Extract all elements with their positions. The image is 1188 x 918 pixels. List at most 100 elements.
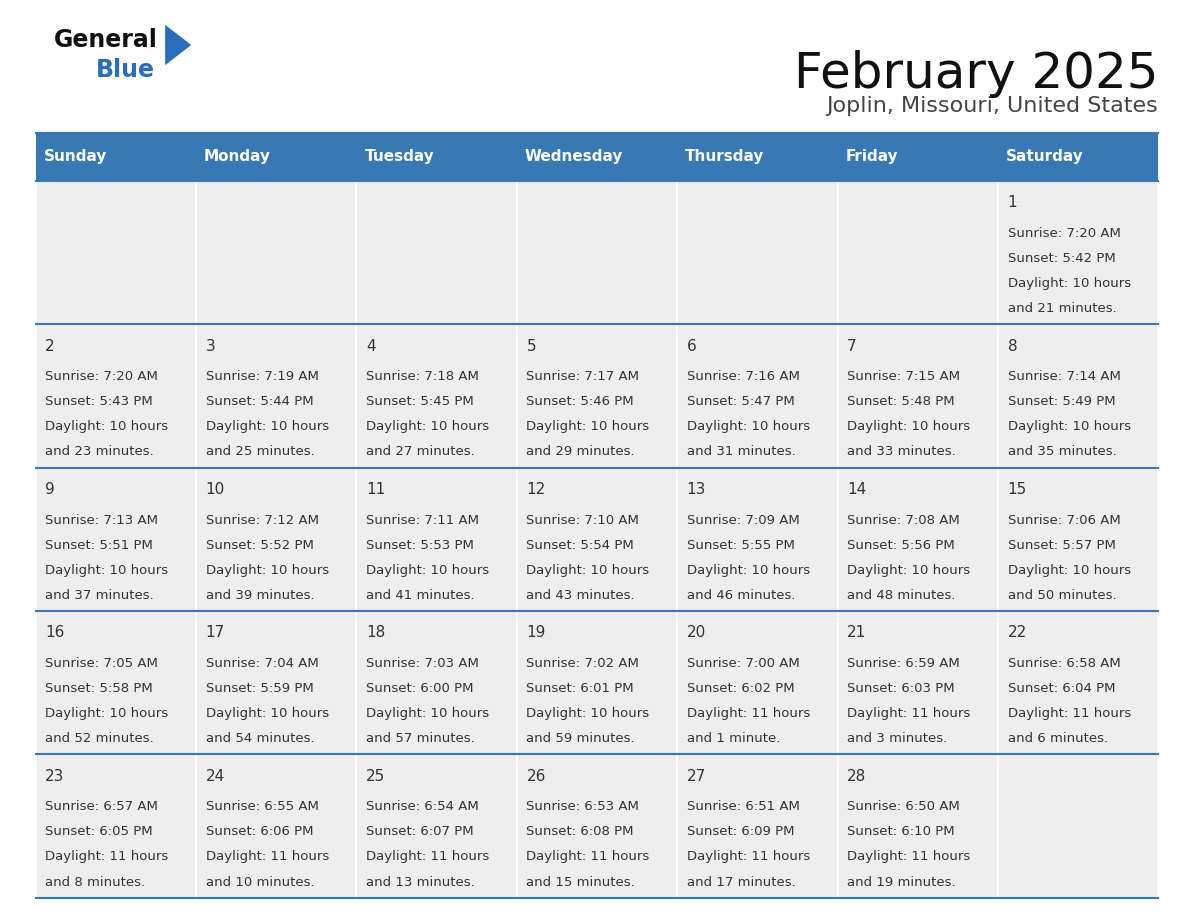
- Text: Daylight: 11 hours: Daylight: 11 hours: [847, 850, 971, 864]
- Text: Sunrise: 7:03 AM: Sunrise: 7:03 AM: [366, 657, 479, 670]
- FancyBboxPatch shape: [838, 755, 998, 898]
- FancyBboxPatch shape: [517, 324, 677, 467]
- Text: Sunrise: 7:12 AM: Sunrise: 7:12 AM: [206, 513, 318, 527]
- FancyBboxPatch shape: [517, 611, 677, 755]
- Text: Sunrise: 7:16 AM: Sunrise: 7:16 AM: [687, 370, 800, 383]
- Text: 5: 5: [526, 339, 536, 353]
- Text: and 57 minutes.: and 57 minutes.: [366, 733, 475, 745]
- Text: Daylight: 10 hours: Daylight: 10 hours: [206, 564, 329, 577]
- Text: 22: 22: [1007, 625, 1026, 641]
- FancyBboxPatch shape: [356, 181, 517, 324]
- Text: Sunset: 5:57 PM: Sunset: 5:57 PM: [1007, 539, 1116, 552]
- FancyBboxPatch shape: [517, 467, 677, 611]
- Text: Sunrise: 6:58 AM: Sunrise: 6:58 AM: [1007, 657, 1120, 670]
- Text: Sunrise: 7:02 AM: Sunrise: 7:02 AM: [526, 657, 639, 670]
- Text: and 46 minutes.: and 46 minutes.: [687, 588, 795, 602]
- FancyBboxPatch shape: [36, 611, 196, 755]
- Text: and 59 minutes.: and 59 minutes.: [526, 733, 636, 745]
- Text: 24: 24: [206, 768, 225, 784]
- Text: 16: 16: [45, 625, 64, 641]
- Text: Daylight: 11 hours: Daylight: 11 hours: [366, 850, 489, 864]
- FancyBboxPatch shape: [677, 611, 838, 755]
- Text: General: General: [53, 28, 157, 51]
- FancyBboxPatch shape: [196, 755, 356, 898]
- Text: Sunrise: 7:05 AM: Sunrise: 7:05 AM: [45, 657, 158, 670]
- Text: and 48 minutes.: and 48 minutes.: [847, 588, 955, 602]
- FancyBboxPatch shape: [998, 755, 1158, 898]
- Text: Sunrise: 7:20 AM: Sunrise: 7:20 AM: [1007, 227, 1120, 240]
- FancyBboxPatch shape: [838, 467, 998, 611]
- FancyBboxPatch shape: [677, 181, 838, 324]
- FancyBboxPatch shape: [36, 133, 1158, 181]
- Text: Daylight: 10 hours: Daylight: 10 hours: [366, 564, 489, 577]
- Text: Sunset: 5:47 PM: Sunset: 5:47 PM: [687, 396, 795, 409]
- Text: 6: 6: [687, 339, 696, 353]
- FancyBboxPatch shape: [356, 611, 517, 755]
- Text: 13: 13: [687, 482, 706, 497]
- Text: 8: 8: [1007, 339, 1017, 353]
- Text: Sunset: 6:05 PM: Sunset: 6:05 PM: [45, 825, 153, 838]
- Text: Sunset: 6:00 PM: Sunset: 6:00 PM: [366, 682, 474, 695]
- FancyBboxPatch shape: [838, 181, 998, 324]
- Text: 17: 17: [206, 625, 225, 641]
- Text: Sunrise: 6:53 AM: Sunrise: 6:53 AM: [526, 800, 639, 813]
- Text: 12: 12: [526, 482, 545, 497]
- Text: February 2025: February 2025: [794, 50, 1158, 98]
- Text: and 10 minutes.: and 10 minutes.: [206, 876, 315, 889]
- Text: Sunrise: 7:17 AM: Sunrise: 7:17 AM: [526, 370, 639, 383]
- Text: 19: 19: [526, 625, 545, 641]
- Text: Sunset: 6:03 PM: Sunset: 6:03 PM: [847, 682, 955, 695]
- Text: Daylight: 10 hours: Daylight: 10 hours: [206, 420, 329, 433]
- Text: Daylight: 11 hours: Daylight: 11 hours: [687, 707, 810, 720]
- Text: and 39 minutes.: and 39 minutes.: [206, 588, 315, 602]
- Text: 7: 7: [847, 339, 857, 353]
- Text: 18: 18: [366, 625, 385, 641]
- Text: and 8 minutes.: and 8 minutes.: [45, 876, 145, 889]
- FancyBboxPatch shape: [677, 755, 838, 898]
- Text: Daylight: 11 hours: Daylight: 11 hours: [687, 850, 810, 864]
- Text: and 25 minutes.: and 25 minutes.: [206, 445, 315, 458]
- Text: 10: 10: [206, 482, 225, 497]
- Text: Sunrise: 7:08 AM: Sunrise: 7:08 AM: [847, 513, 960, 527]
- Text: and 3 minutes.: and 3 minutes.: [847, 733, 947, 745]
- Text: Daylight: 10 hours: Daylight: 10 hours: [687, 420, 810, 433]
- Text: 21: 21: [847, 625, 866, 641]
- Text: Sunset: 5:56 PM: Sunset: 5:56 PM: [847, 539, 955, 552]
- Text: and 15 minutes.: and 15 minutes.: [526, 876, 636, 889]
- Text: Sunset: 6:10 PM: Sunset: 6:10 PM: [847, 825, 955, 838]
- Text: Sunrise: 6:51 AM: Sunrise: 6:51 AM: [687, 800, 800, 813]
- Text: Sunset: 5:49 PM: Sunset: 5:49 PM: [1007, 396, 1116, 409]
- Text: Daylight: 10 hours: Daylight: 10 hours: [847, 420, 971, 433]
- Text: and 23 minutes.: and 23 minutes.: [45, 445, 154, 458]
- Text: Sunset: 6:09 PM: Sunset: 6:09 PM: [687, 825, 795, 838]
- Text: Sunrise: 7:20 AM: Sunrise: 7:20 AM: [45, 370, 158, 383]
- Text: Sunrise: 6:50 AM: Sunrise: 6:50 AM: [847, 800, 960, 813]
- FancyBboxPatch shape: [356, 324, 517, 467]
- FancyBboxPatch shape: [36, 324, 196, 467]
- FancyBboxPatch shape: [998, 611, 1158, 755]
- FancyBboxPatch shape: [196, 467, 356, 611]
- FancyBboxPatch shape: [677, 467, 838, 611]
- FancyBboxPatch shape: [838, 611, 998, 755]
- FancyBboxPatch shape: [838, 324, 998, 467]
- Text: Daylight: 10 hours: Daylight: 10 hours: [687, 564, 810, 577]
- Text: Sunset: 5:51 PM: Sunset: 5:51 PM: [45, 539, 153, 552]
- Text: and 1 minute.: and 1 minute.: [687, 733, 781, 745]
- Text: Daylight: 10 hours: Daylight: 10 hours: [45, 707, 169, 720]
- FancyBboxPatch shape: [517, 755, 677, 898]
- Text: Daylight: 10 hours: Daylight: 10 hours: [1007, 420, 1131, 433]
- Text: 23: 23: [45, 768, 64, 784]
- Text: Joplin, Missouri, United States: Joplin, Missouri, United States: [827, 96, 1158, 117]
- Text: Sunset: 6:02 PM: Sunset: 6:02 PM: [687, 682, 795, 695]
- Text: 15: 15: [1007, 482, 1026, 497]
- Text: Sunday: Sunday: [44, 150, 107, 164]
- FancyBboxPatch shape: [517, 181, 677, 324]
- Text: Sunrise: 7:10 AM: Sunrise: 7:10 AM: [526, 513, 639, 527]
- Text: and 50 minutes.: and 50 minutes.: [1007, 588, 1117, 602]
- Text: 4: 4: [366, 339, 375, 353]
- Text: Sunrise: 7:00 AM: Sunrise: 7:00 AM: [687, 657, 800, 670]
- Text: Sunset: 6:08 PM: Sunset: 6:08 PM: [526, 825, 634, 838]
- Text: Sunset: 6:01 PM: Sunset: 6:01 PM: [526, 682, 634, 695]
- Text: Daylight: 10 hours: Daylight: 10 hours: [526, 420, 650, 433]
- Text: Sunrise: 7:13 AM: Sunrise: 7:13 AM: [45, 513, 158, 527]
